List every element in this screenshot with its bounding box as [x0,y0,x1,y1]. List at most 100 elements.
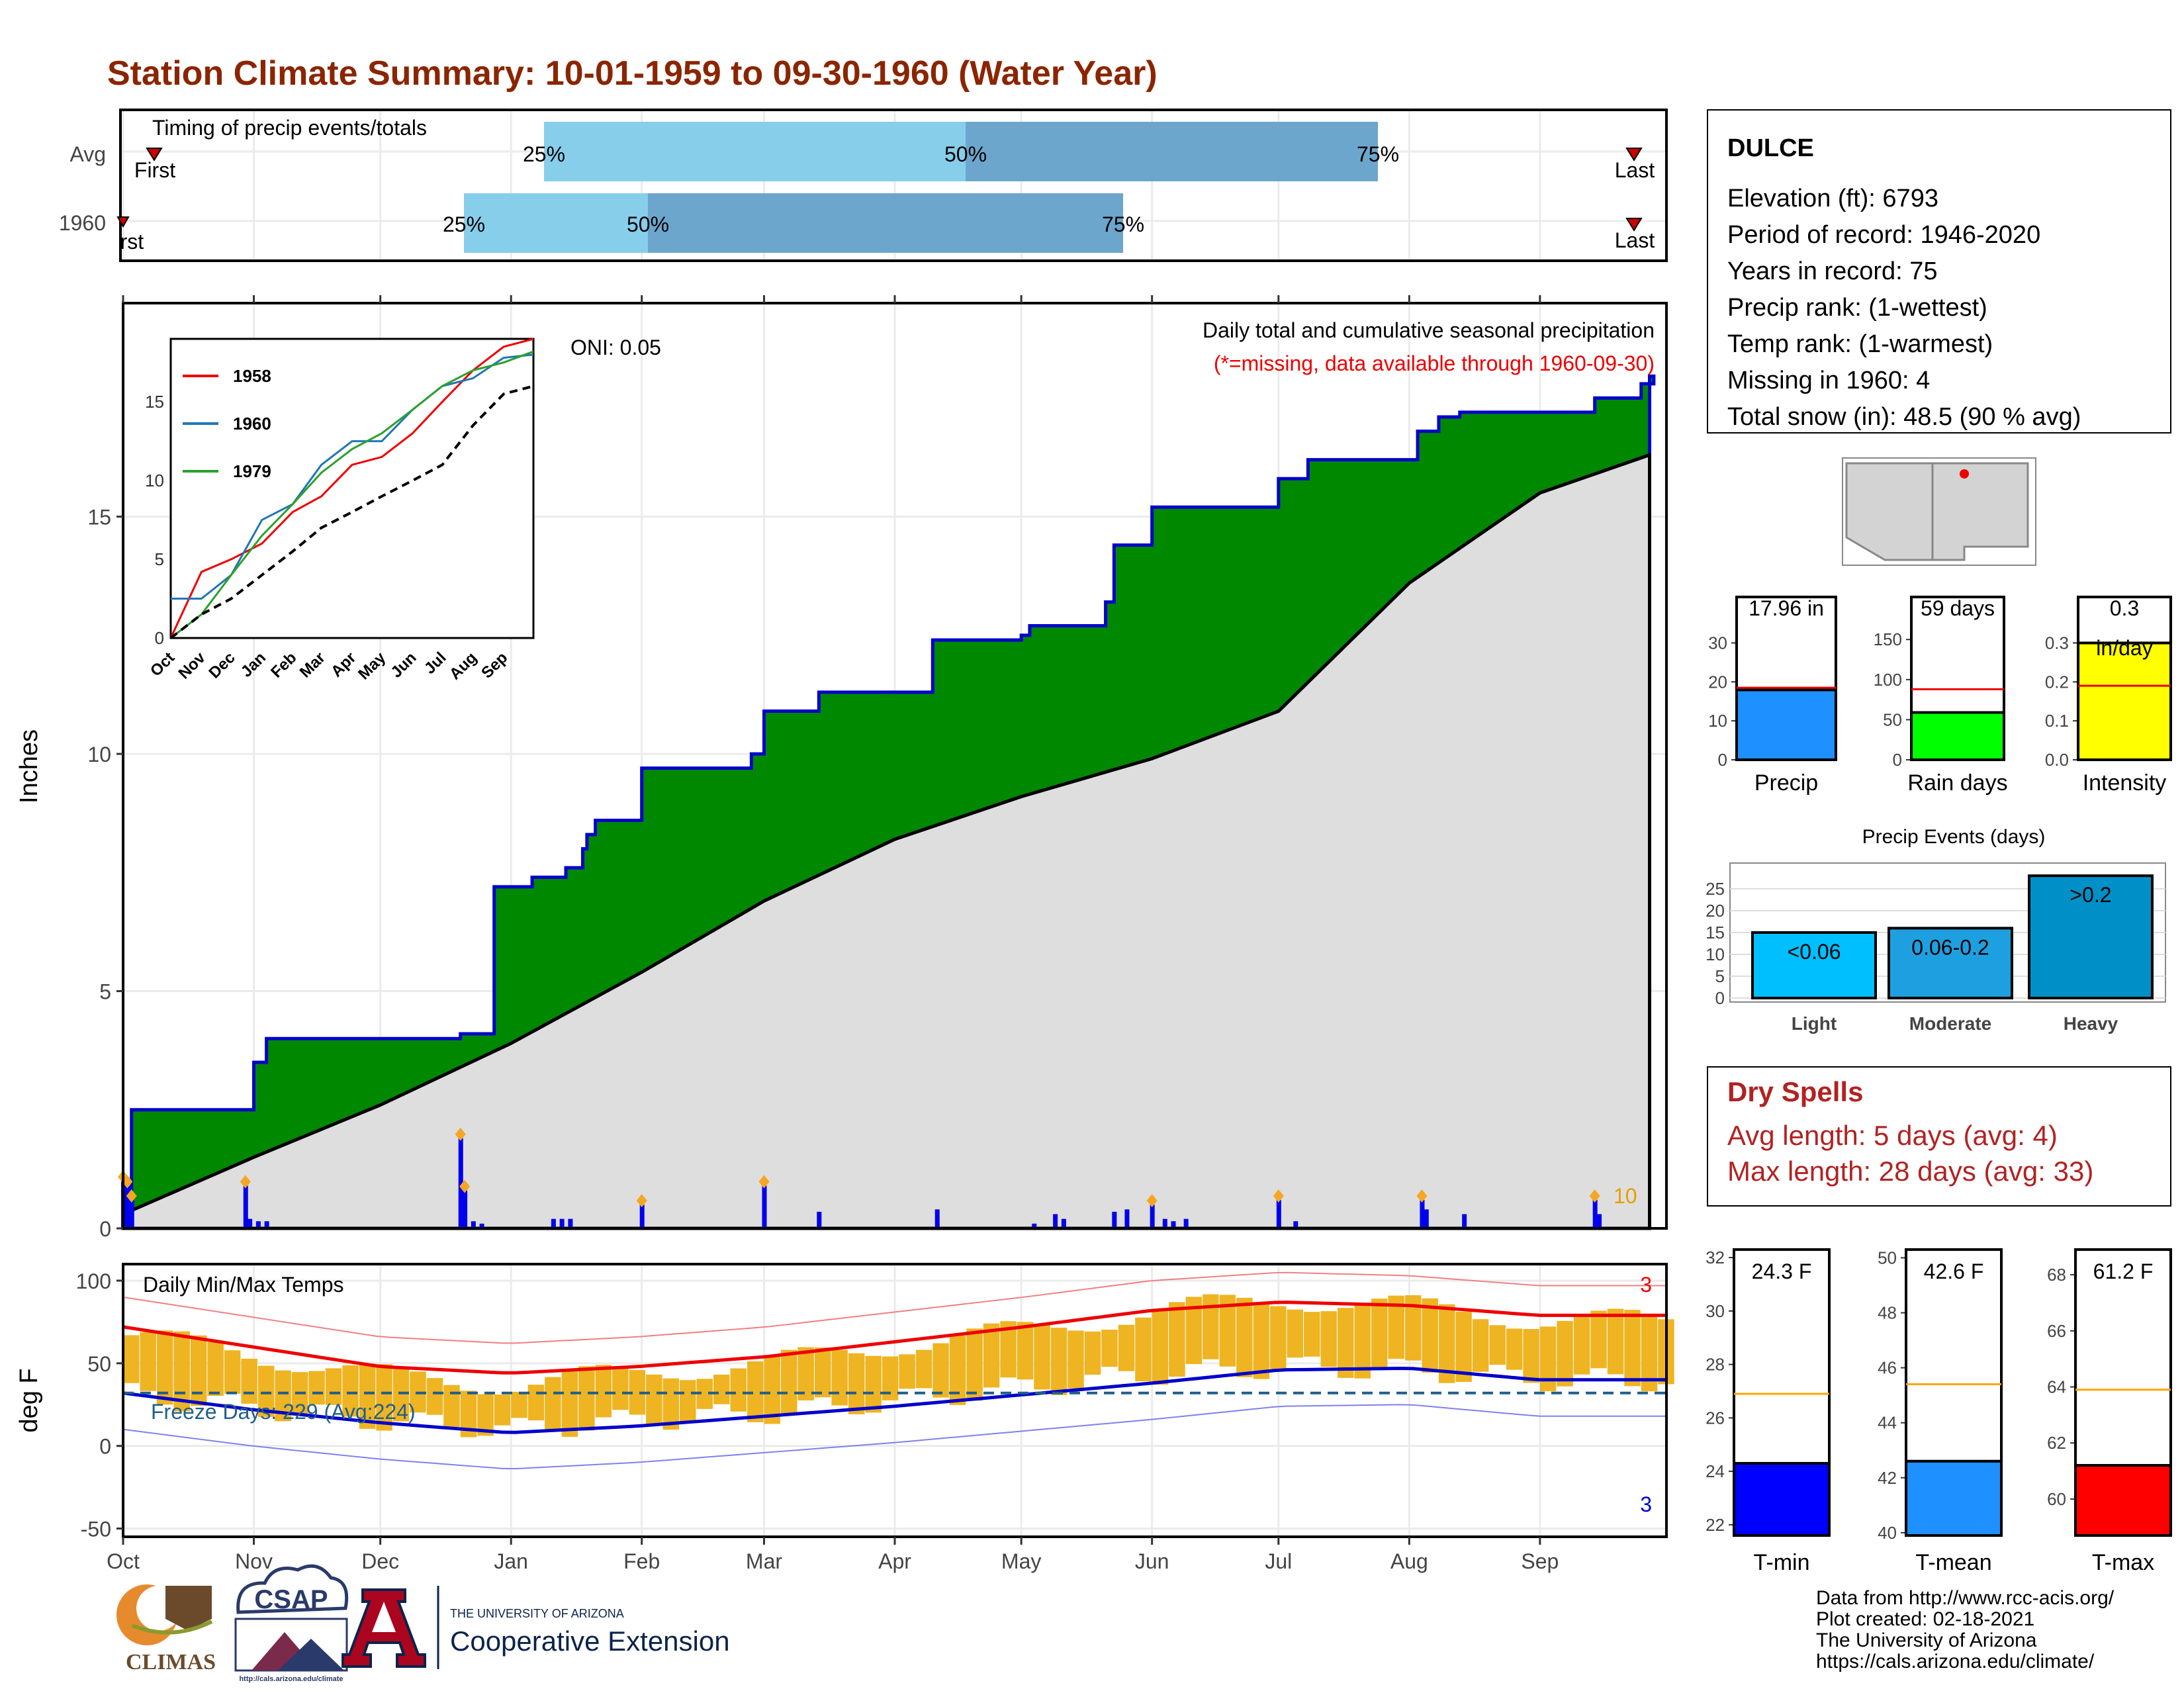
precip-ytick-label: 5 [99,980,111,1004]
gauge-ytick-label: 150 [1874,629,1902,649]
tgauge-ytick-label: 24 [1706,1461,1725,1481]
daily-precip-bar [1592,1199,1598,1228]
temp-ytick-label: -50 [81,1518,111,1541]
daily-precip-bar [1462,1214,1467,1228]
daily-precip-bar [1424,1209,1429,1228]
events-bar-label: Moderate [1909,1013,1991,1034]
timing-avg-q50: 50% [944,142,987,166]
tgauge-ytick-label: 22 [1706,1515,1725,1535]
average-precip-area [121,452,1652,1230]
daily-temp-bar [1455,1311,1472,1383]
gauge-label: Rain days [1907,770,2007,796]
station-name: DULCE [1727,134,1814,162]
gauge-ytick-label: 100 [1874,670,1902,690]
record-max-line [122,1271,1666,1344]
precip-ytick-label: 0 [99,1217,111,1241]
heavy-event-marker [455,1127,466,1141]
month-tick-label: Sep [1521,1549,1559,1573]
gauge-ytick-label: 0 [1893,750,1902,770]
tgauge-bar [1905,1459,2003,1537]
events-ytick-label: 25 [1706,879,1725,899]
max-record-count: 3 [1640,1273,1652,1297]
gauge-ytick-label: 20 [1708,672,1727,692]
tgauge-ytick-label: 68 [2047,1265,2066,1285]
tgauge-ytick-label: 42 [1878,1468,1897,1488]
precip-missing-note: (*=missing, data available through 1960-… [1214,351,1655,375]
daily-temp-bar [662,1378,680,1430]
station-years: Years in record: 75 [1727,257,1938,285]
daily-temp-bar [1422,1298,1438,1373]
gauge-bar [1910,711,2005,761]
timing-1960-first: First [103,230,144,253]
tgauge-ytick-label: 30 [1706,1301,1725,1321]
daily-temp-bar [764,1355,780,1424]
daily-precip-bar [817,1211,822,1228]
daily-precip-bar [1112,1211,1117,1228]
timing-1960-last-marker [1625,218,1643,232]
daily-temp-bar [443,1385,460,1428]
record-min-line [122,1404,1666,1470]
inset-chart: 195819601979051015OctNovDecJanFebMarAprM… [145,338,535,683]
daily-precip-bar [248,1218,253,1228]
csap-logo: CSAP http://cals.arizona.edu/climate [234,1564,349,1683]
tgauge-label: T-min [1754,1550,1810,1575]
heavy-event-marker [758,1175,770,1189]
temp-ytick-label: 100 [76,1269,111,1293]
daily-temp-bar [1034,1324,1050,1390]
month-tick-label: Dec [361,1549,399,1573]
daily-precip-bar [1162,1218,1167,1228]
daily-precip-bar [479,1223,484,1228]
daily-temp-bar [1084,1331,1101,1375]
gauge-unit: in/day [2096,636,2152,660]
daily-temp-bar [814,1347,831,1398]
tgauge-value: 24.3 F [1752,1259,1812,1283]
daily-temp-bar [527,1385,545,1421]
timing-avg-first-marker [146,148,163,161]
heavy-event-marker [126,1189,137,1203]
daily-precip-bar [639,1205,645,1228]
annual-gauges: 0 10 20 30 17.96 in Precip 0 50 100 150 59 days Rai… [1708,596,2172,796]
daily-temp-bar [308,1371,325,1405]
tgauge-ytick-label: 26 [1706,1408,1725,1428]
daily-temp-bar [1607,1308,1624,1375]
events-bar [2028,874,2154,999]
daily-temp-bar [359,1363,376,1429]
daily-precip-bar [1053,1214,1058,1228]
daily-temp-bar [730,1368,747,1412]
tgauge-ytick-label: 32 [1706,1248,1725,1267]
gauge-ytick-label: 50 [1883,709,1902,729]
daily-temp-bar [1118,1324,1135,1371]
daily-precip-bar [255,1221,261,1228]
inset-ytick-label: 0 [155,628,164,648]
footer-line-1: Data from http://www.rcc-acis.org/ [1816,1587,2115,1609]
tgauge-ytick-label: 64 [2047,1377,2066,1397]
heavy-event-marker [1273,1189,1284,1203]
daily-temp-bar [1152,1309,1169,1385]
daily-precip-bar [1183,1218,1189,1228]
daily-temp-bar [933,1343,949,1398]
precip-panel: 0 5 10 15 Inches ONI: 0.05 Daily total and … [15,295,1668,1241]
daily-temp-bar [915,1349,933,1389]
daily-temp-bar [646,1374,662,1426]
timing-panel: Timing of precip events/totals Avg 1960 … [59,109,1668,262]
station-period: Period of record: 1946-2020 [1727,221,2040,249]
tgauge-ytick-label: 44 [1878,1413,1897,1433]
timing-1960-last: Last [1615,228,1655,252]
daily-temp-bar [325,1368,342,1405]
tgauge-ytick-label: 48 [1878,1303,1897,1323]
oni-label: ONI: 0.05 [570,336,661,359]
daily-temp-bar [207,1342,224,1396]
daily-precip-bar [1293,1221,1298,1228]
month-tick-label: Jan [494,1549,528,1573]
month-tick-label: Jun [1135,1549,1169,1573]
inset-ytick-label: 10 [145,471,164,490]
gauge-frame [2077,596,2172,645]
daily-precip-bar [551,1218,556,1228]
daily-precip-bar [1276,1199,1281,1228]
daily-temp-bar [1557,1320,1573,1387]
daily-temp-bar [713,1374,730,1404]
station-snow: Total snow (in): 48.5 (90 % avg) [1727,403,2081,431]
daily-temp-bar [1624,1310,1641,1387]
daily-temp-bar [1472,1319,1489,1372]
events-bar-text: <0.06 [1788,940,1841,964]
